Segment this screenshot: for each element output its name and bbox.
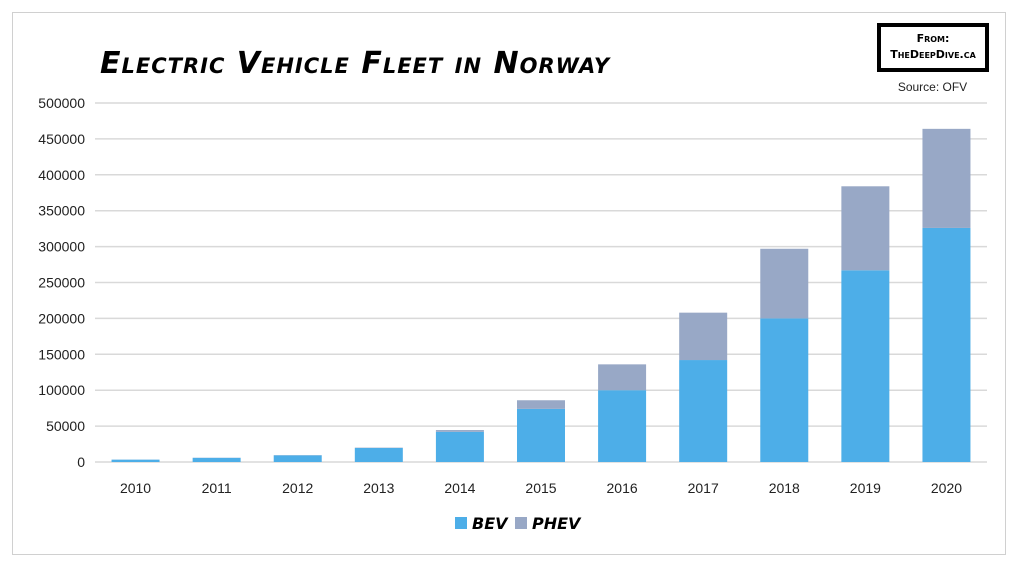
- y-tick-label: 100000: [38, 382, 85, 398]
- x-tick-label: 2011: [202, 480, 232, 496]
- x-tick-label: 2018: [769, 480, 800, 496]
- x-tick-label: 2016: [607, 480, 638, 496]
- bar-phev-2015: [517, 400, 565, 409]
- bar-bev-2010: [111, 459, 160, 462]
- bar-bev-2019: [841, 270, 890, 462]
- y-tick-label: 250000: [38, 275, 85, 291]
- x-tick-label: 2014: [444, 480, 475, 496]
- y-tick-label: 50000: [46, 418, 85, 434]
- x-tick-label: 2012: [282, 480, 313, 496]
- x-tick-label: 2020: [931, 480, 962, 496]
- bar-bev-2011: [192, 457, 241, 462]
- bar-bev-2018: [760, 318, 809, 462]
- bar-phev-2020: [922, 128, 971, 228]
- chart-frame: [12, 12, 1006, 555]
- legend-label-phev: PHEV: [532, 514, 582, 533]
- source-note: Source: OFV: [897, 80, 968, 94]
- y-tick-label: 0: [77, 454, 85, 470]
- x-tick-label: 2019: [850, 480, 881, 496]
- bar-bev-2015: [517, 408, 565, 462]
- y-tick-label: 150000: [38, 346, 85, 362]
- y-tick-label: 500000: [38, 95, 85, 111]
- bar-bev-2014: [435, 431, 484, 462]
- bar-phev-2017: [679, 312, 728, 361]
- bar-phev-2018: [760, 248, 809, 319]
- bar-phev-2014: [435, 430, 484, 432]
- bar-phev-2019: [841, 186, 890, 271]
- bar-bev-2020: [922, 227, 971, 462]
- y-tick-label: 300000: [38, 239, 85, 255]
- bar-bev-2012: [273, 455, 322, 462]
- bar-bev-2017: [679, 360, 728, 462]
- y-tick-label: 200000: [38, 310, 85, 326]
- y-tick-label: 450000: [38, 131, 85, 147]
- y-tick-label: 350000: [38, 203, 85, 219]
- x-tick-label: 2017: [688, 480, 719, 496]
- x-tick-label: 2010: [120, 480, 151, 496]
- y-tick-label: 400000: [38, 167, 85, 183]
- watermark-badge: From: TheDeepDive.ca: [877, 23, 989, 72]
- legend-label-bev: BEV: [472, 514, 509, 533]
- watermark-line-2: TheDeepDive.ca: [890, 48, 976, 61]
- bar-bev-2013: [354, 447, 403, 462]
- watermark-line-1: From:: [916, 32, 950, 45]
- x-tick-label: 2013: [363, 480, 394, 496]
- x-tick-label: 2015: [525, 480, 556, 496]
- bar-phev-2016: [598, 364, 647, 391]
- legend-swatch-phev: [515, 517, 527, 529]
- bar-bev-2016: [598, 390, 647, 462]
- chart-title: Electric Vehicle Fleet in Norway: [100, 46, 611, 81]
- legend-swatch-bev: [455, 517, 467, 529]
